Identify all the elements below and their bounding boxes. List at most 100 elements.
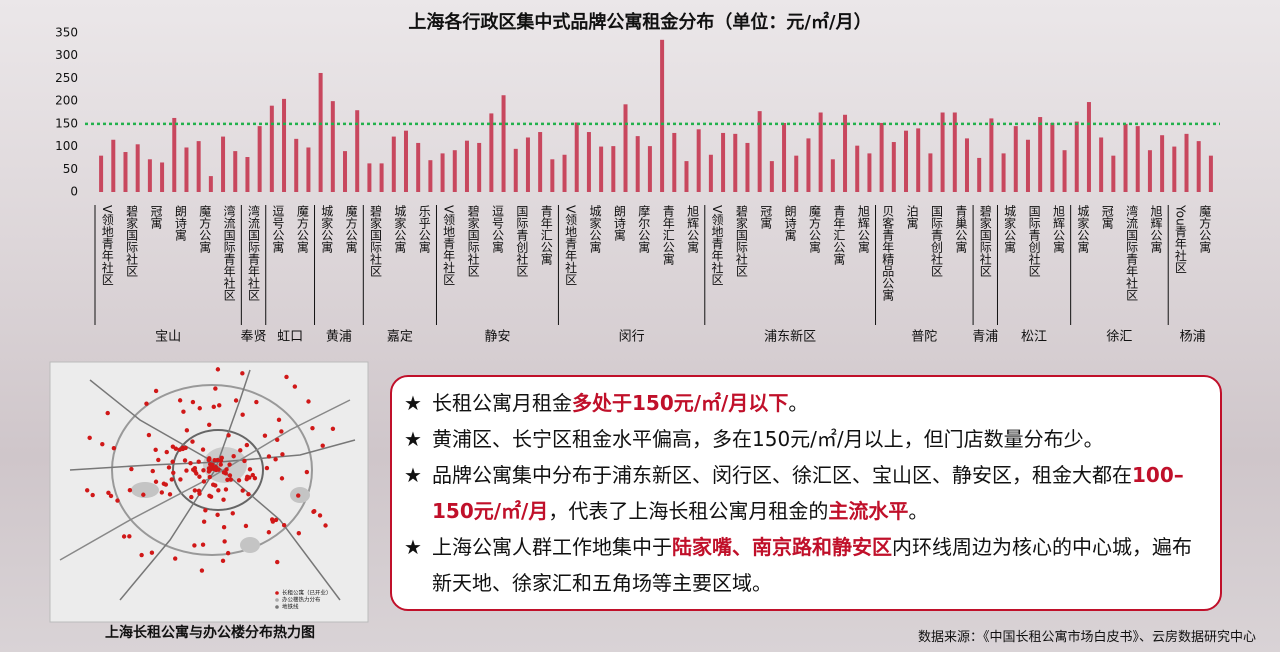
x-tick-label: V领地青年社区 [564, 205, 578, 285]
bar [1086, 102, 1091, 192]
bar [1135, 126, 1140, 192]
apartment-dot [207, 456, 212, 461]
apartment-dot [245, 474, 250, 480]
bar [989, 118, 994, 192]
apartment-dot [213, 483, 218, 488]
apartment-dot [296, 531, 302, 536]
apartment-dot [227, 473, 233, 478]
apartment-dot [181, 409, 186, 414]
apartment-dot [280, 452, 285, 457]
ring-road [111, 384, 313, 556]
legend-symbol [275, 605, 279, 609]
x-tick-label: 青年汇公寓 [661, 205, 675, 265]
apartment-dot [200, 542, 206, 547]
bar [855, 145, 860, 192]
apartment-dot [90, 492, 95, 498]
x-tick-label: 泊寓 [905, 205, 919, 229]
apartment-dot [312, 508, 317, 514]
apartment-dot [243, 523, 249, 529]
apartment-dot [240, 412, 245, 417]
apartment-dot [164, 449, 169, 455]
apartment-dot [189, 494, 194, 500]
apartment-dot [230, 511, 235, 516]
bar [830, 159, 835, 192]
bar [1013, 126, 1018, 192]
apartment-dot [215, 457, 220, 463]
map-caption: 上海长租公寓与办公楼分布热力图 [105, 624, 315, 641]
bar [282, 98, 287, 192]
apartment-dot [217, 403, 222, 408]
apartment-dot [254, 399, 259, 405]
bar [1038, 117, 1043, 192]
apartment-dot [266, 530, 272, 535]
apartment-dot [177, 398, 183, 403]
x-tick-label: 朗诗寓 [783, 205, 797, 241]
map-frame [49, 361, 369, 623]
bar [782, 122, 787, 192]
apartment-dot [153, 388, 159, 394]
bar [550, 159, 555, 192]
apartment-dot [317, 513, 323, 518]
bar [147, 159, 152, 192]
bar [452, 150, 457, 192]
apartment-dot [284, 374, 289, 380]
bar [160, 162, 165, 192]
y-tick-label: 100 [55, 139, 78, 153]
apartment-dot [281, 522, 287, 528]
x-tick-label: 旭辉公寓 [1051, 205, 1065, 253]
x-tick-label: 城家公寓 [1076, 205, 1090, 253]
x-tick-label: V领地青年社区 [710, 205, 724, 285]
bar [708, 154, 713, 192]
group-label: 松江 [1021, 330, 1047, 345]
x-tick-label: 摩尔公寓 [637, 204, 651, 253]
apartment-dot [269, 517, 275, 522]
bar [306, 147, 311, 192]
apartment-dot [199, 568, 205, 573]
x-tick-label: 青年汇公寓 [832, 205, 846, 265]
x-tick-label: 旭辉公寓 [856, 205, 870, 253]
x-tick-label: 逗号公寓 [271, 205, 285, 253]
bar [745, 142, 750, 192]
highlight-text: 多处于150元/㎡/月以下 [572, 391, 789, 415]
notes-box: ★ 长租公寓月租金多处于150元/㎡/月以下。 ★ 黄浦区、长宁区租金水平偏高，多在1… [390, 375, 1222, 611]
apartment-dot [279, 429, 284, 434]
x-tick-label: 城家公寓 [393, 205, 407, 253]
apartment-dot [127, 534, 132, 539]
apartment-dot [146, 432, 152, 438]
bar [733, 133, 738, 192]
apartment-dot [167, 492, 173, 497]
apartment-dot [163, 482, 169, 487]
apartment-dot [191, 467, 196, 472]
apartment-dot [153, 479, 159, 484]
apartment-dot [264, 465, 270, 471]
apartment-dot [231, 454, 236, 459]
x-tick-label: 湾流国际青年社区 [222, 204, 236, 301]
x-tick-label: 国际青创社区 [930, 205, 944, 277]
apartment-dot [84, 488, 90, 493]
text: 。 [908, 499, 929, 523]
highlight-text: 100–150元/㎡/月 [432, 463, 1184, 523]
text: ，代表了上海长租公寓月租金的 [548, 499, 829, 523]
text: 上海公寓人群工作地集中于 [432, 535, 672, 559]
apartment-dot [310, 425, 315, 431]
x-tick-label: 魔方公寓 [295, 204, 309, 253]
bar [184, 147, 189, 192]
bar [416, 142, 421, 192]
apartment-dot [221, 497, 226, 502]
apartment-dot [215, 367, 221, 372]
x-tick-label: 碧家国际社区 [369, 205, 383, 277]
x-tick-label: 国际青创社区 [1027, 205, 1041, 277]
apartment-dot [218, 462, 223, 467]
bar [525, 137, 530, 192]
apartment-dot [207, 474, 212, 480]
bar [269, 105, 274, 192]
apartment-dot [127, 487, 133, 493]
apartment-dot [184, 468, 189, 473]
apartment-dot [184, 428, 190, 433]
bar [952, 112, 957, 192]
apartment-dot [250, 472, 256, 478]
map-legend-label: 长租公寓（已开业） [282, 589, 332, 597]
apartment-dot [141, 492, 146, 497]
bar [721, 132, 726, 192]
bar [916, 128, 921, 192]
